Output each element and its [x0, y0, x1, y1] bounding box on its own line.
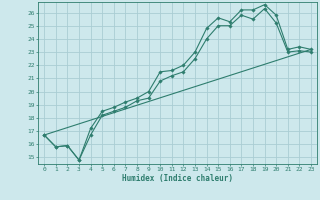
X-axis label: Humidex (Indice chaleur): Humidex (Indice chaleur) [122, 174, 233, 183]
